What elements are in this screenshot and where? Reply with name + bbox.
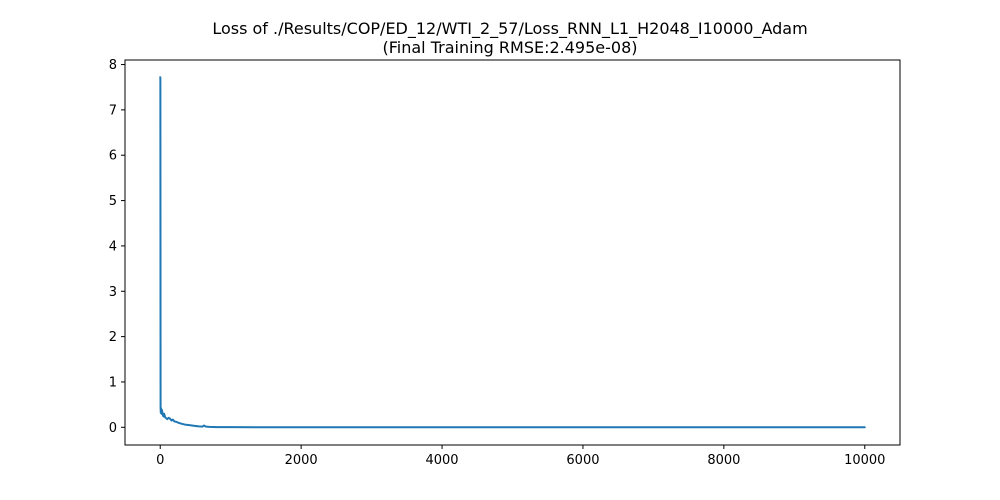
plot-area: 0 2000 4000 6000 8000 10000 0 1 2 3 4 5 6 7 8 — [109, 58, 886, 468]
y-tick-label: 7 — [109, 103, 117, 118]
y-tick-label: 3 — [109, 285, 117, 300]
x-tick-label: 8000 — [707, 453, 740, 468]
x-tick-label: 4000 — [425, 453, 458, 468]
y-tick-label: 2 — [109, 330, 117, 345]
y-tick-label: 6 — [109, 149, 117, 164]
x-tick-label: 0 — [156, 453, 164, 468]
axes-frame — [124, 59, 901, 446]
y-tick-label: 4 — [109, 239, 117, 254]
y-tick-label: 1 — [109, 375, 117, 390]
x-tick-label: 2000 — [285, 453, 318, 468]
chart-title: Loss of ./Results/COP/ED_12/WTI_2_57/Los… — [212, 19, 807, 39]
y-tick-label: 8 — [109, 58, 117, 73]
x-tick-label: 10000 — [844, 453, 885, 468]
chart-subtitle: (Final Training RMSE:2.495e-08) — [382, 38, 637, 57]
y-tick-label: 0 — [109, 421, 117, 436]
loss-series-line — [159, 76, 866, 429]
y-tick-label: 5 — [109, 194, 117, 209]
x-tick-label: 6000 — [566, 453, 599, 468]
